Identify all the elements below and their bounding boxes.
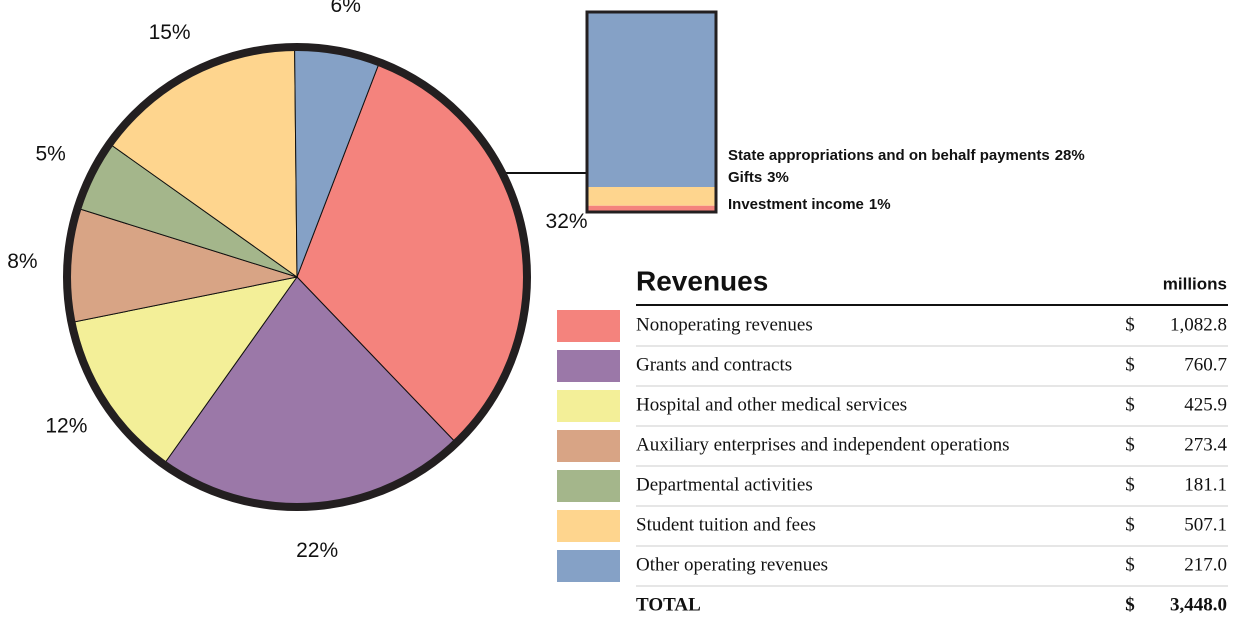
slice-label: 15% (149, 21, 191, 44)
breakout-segment (587, 205, 716, 212)
row-amount: 425.9 (1184, 394, 1227, 415)
legend-swatch (557, 510, 620, 542)
row-name: Auxiliary enterprises and independent op… (636, 434, 1010, 455)
row-name: Other operating revenues (636, 554, 828, 575)
row-name: Departmental activities (636, 474, 813, 495)
breakout-value: 1% (869, 196, 891, 213)
slice-label: 6% (331, 0, 361, 17)
breakout-label: Investment income 1% (728, 196, 891, 213)
legend-swatch (557, 430, 620, 462)
breakout-name: Gifts (728, 169, 762, 186)
row-amount: 1,082.8 (1170, 314, 1227, 335)
row-currency: $ (1125, 474, 1135, 495)
row-currency: $ (1125, 514, 1135, 535)
total-label: TOTAL (636, 594, 701, 615)
row-currency: $ (1125, 314, 1135, 335)
row-amount: 217.0 (1184, 554, 1227, 575)
legend-swatch (557, 390, 620, 422)
row-name: Nonoperating revenues (636, 314, 813, 335)
row-name: Grants and contracts (636, 354, 792, 375)
unit-label: millions (1163, 274, 1227, 293)
breakout-value: 28% (1055, 147, 1085, 164)
pie-rim (63, 43, 531, 511)
breakout-name: State appropriations and on behalf payme… (728, 147, 1050, 164)
row-amount: 507.1 (1184, 514, 1227, 535)
legend-swatch (557, 470, 620, 502)
legend-swatch (557, 550, 620, 582)
row-amount: 181.1 (1184, 474, 1227, 495)
breakout-label: Gifts 3% (728, 169, 789, 186)
slice-label: 12% (45, 414, 87, 437)
legend-swatch (557, 350, 620, 382)
total-currency: $ (1125, 594, 1135, 615)
row-currency: $ (1125, 434, 1135, 455)
breakout-frame (585, 10, 718, 214)
slice-label: 32% (546, 210, 588, 233)
breakout-label: State appropriations and on behalf payme… (728, 147, 1085, 164)
row-name: Hospital and other medical services (636, 394, 907, 415)
slice-label: 22% (296, 539, 338, 562)
row-amount: 760.7 (1184, 354, 1227, 375)
table-title: Revenues (636, 265, 768, 296)
breakout-segment (587, 187, 716, 206)
slice-label: 8% (7, 250, 37, 273)
row-currency: $ (1125, 554, 1135, 575)
breakout-value: 3% (767, 169, 789, 186)
row-currency: $ (1125, 354, 1135, 375)
breakout-segment (587, 12, 716, 187)
row-currency: $ (1125, 394, 1135, 415)
slice-label: 5% (35, 142, 65, 165)
breakout-name: Investment income (728, 196, 864, 213)
row-amount: 273.4 (1184, 434, 1227, 455)
row-name: Student tuition and fees (636, 514, 816, 535)
total-amount: 3,448.0 (1170, 594, 1227, 615)
legend-swatch (557, 310, 620, 342)
